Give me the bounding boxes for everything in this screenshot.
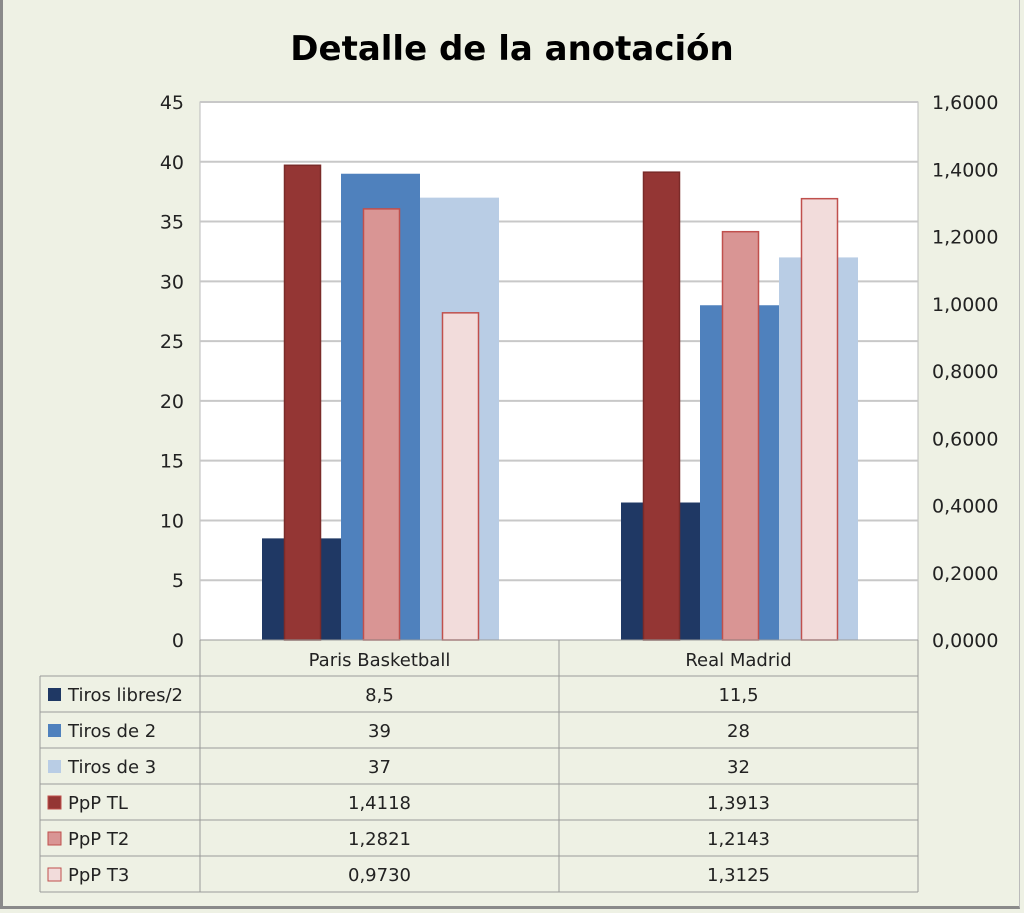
- right-axis-tick-label: 1,0000: [932, 294, 998, 316]
- legend-label: PpP T3: [68, 865, 129, 886]
- legend-label: PpP T2: [68, 829, 129, 850]
- legend-label: PpP TL: [68, 793, 128, 814]
- table-cell: 28: [727, 721, 750, 742]
- right-axis-tick-label: 0,2000: [932, 563, 998, 585]
- table-cell: 39: [368, 721, 391, 742]
- right-axis-tick-label: 1,6000: [932, 92, 998, 114]
- legend-label: Tiros libres/2: [67, 685, 183, 706]
- left-axis-tick-label: 0: [172, 630, 184, 652]
- left-axis-tick-label: 35: [160, 212, 184, 234]
- right-axis-tick-label: 1,4000: [932, 159, 998, 181]
- bar-ppp-t2: [721, 230, 760, 641]
- legend-key: [48, 760, 61, 773]
- left-axis-tick-label: 30: [160, 271, 184, 293]
- category-label: Real Madrid: [685, 650, 791, 671]
- bar-ppp-t3: [800, 197, 839, 641]
- legend-key: [48, 688, 61, 701]
- bar-ppp-t3: [441, 312, 480, 641]
- left-axis-tick-label: 15: [160, 451, 184, 473]
- table-cell: 1,4118: [348, 793, 411, 814]
- left-axis-tick-label: 45: [160, 92, 184, 114]
- table-cell: 1,3913: [707, 793, 770, 814]
- table-cell: 11,5: [718, 685, 758, 706]
- legend-key: [47, 831, 62, 846]
- table-cell: 1,2143: [707, 829, 770, 850]
- table-cell: 8,5: [365, 685, 394, 706]
- legend-key: [47, 795, 62, 810]
- left-axis-tick-label: 5: [172, 570, 184, 592]
- left-axis-tick-label: 20: [160, 391, 184, 413]
- left-axis-tick-label: 10: [160, 510, 184, 532]
- bar-ppp-tl: [283, 164, 322, 641]
- chart-title: Detalle de la anotación: [290, 29, 733, 69]
- left-axis-tick-label: 25: [160, 331, 184, 353]
- table-cell: 37: [368, 757, 391, 778]
- legend-label: Tiros de 2: [67, 721, 156, 742]
- right-axis-tick-label: 0,0000: [932, 630, 998, 652]
- table-cell: 1,2821: [348, 829, 411, 850]
- right-axis-tick-label: 0,4000: [932, 496, 998, 518]
- category-label: Paris Basketball: [309, 650, 451, 671]
- legend-key: [47, 867, 62, 882]
- right-axis-tick-label: 0,6000: [932, 428, 998, 450]
- left-axis-tick-label: 40: [160, 152, 184, 174]
- table-cell: 1,3125: [707, 865, 770, 886]
- bar-ppp-t2: [362, 208, 401, 641]
- right-axis-tick-label: 1,2000: [932, 227, 998, 249]
- table-cell: 0,9730: [348, 865, 411, 886]
- table-cell: 32: [727, 757, 750, 778]
- bar-ppp-tl: [642, 171, 681, 641]
- right-axis-tick-label: 0,8000: [932, 361, 998, 383]
- legend-key: [48, 724, 61, 737]
- legend-label: Tiros de 3: [67, 757, 156, 778]
